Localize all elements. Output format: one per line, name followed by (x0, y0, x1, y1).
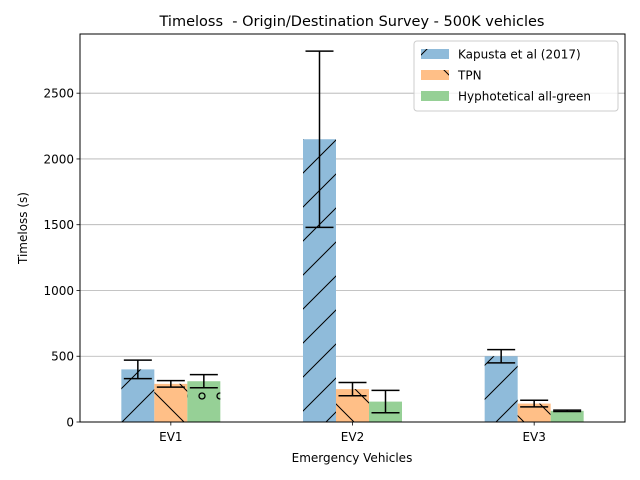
bar-hatch (154, 383, 188, 422)
legend-label: TPN (457, 69, 482, 83)
legend-box (413, 40, 619, 112)
x-axis: EV1 EV2 EV3 (159, 422, 546, 444)
x-tick-label: EV2 (341, 430, 364, 444)
y-tick-label: 2500 (43, 87, 74, 101)
y-tick-label: 500 (51, 350, 74, 364)
y-tick-label: 1000 (43, 284, 74, 298)
legend-swatch-hatch (421, 91, 449, 101)
legend-label: Kapusta et al (2017) (458, 48, 581, 62)
y-tick-label: 2000 (43, 152, 74, 166)
bar-hatch (484, 356, 518, 422)
x-tick-label: EV3 (522, 430, 545, 444)
x-axis-label: Emergency Vehicles (292, 451, 413, 465)
chart-title: Timeloss - Origin/Destination Survey - 5… (159, 14, 545, 30)
bars (121, 139, 584, 422)
y-tick-label: 0 (66, 416, 74, 430)
legend-swatch-hatch (421, 70, 449, 80)
y-axis-label: Timeloss (s) (16, 192, 30, 265)
y-axis: 0 500 1000 1500 2000 2500 (43, 87, 80, 430)
legend-label: Hyphotetical all-green (458, 90, 591, 104)
error-bars (123, 50, 582, 414)
y-tick-label: 1500 (43, 218, 74, 232)
legend: Kapusta et al (2017) TPN Hyphotetical all-… (413, 40, 619, 112)
bar-hatch (517, 403, 551, 422)
bar-hatch (550, 410, 584, 422)
legend-swatch-hatch (421, 49, 449, 59)
gridlines (80, 92, 625, 357)
x-tick-label: EV1 (159, 430, 182, 444)
